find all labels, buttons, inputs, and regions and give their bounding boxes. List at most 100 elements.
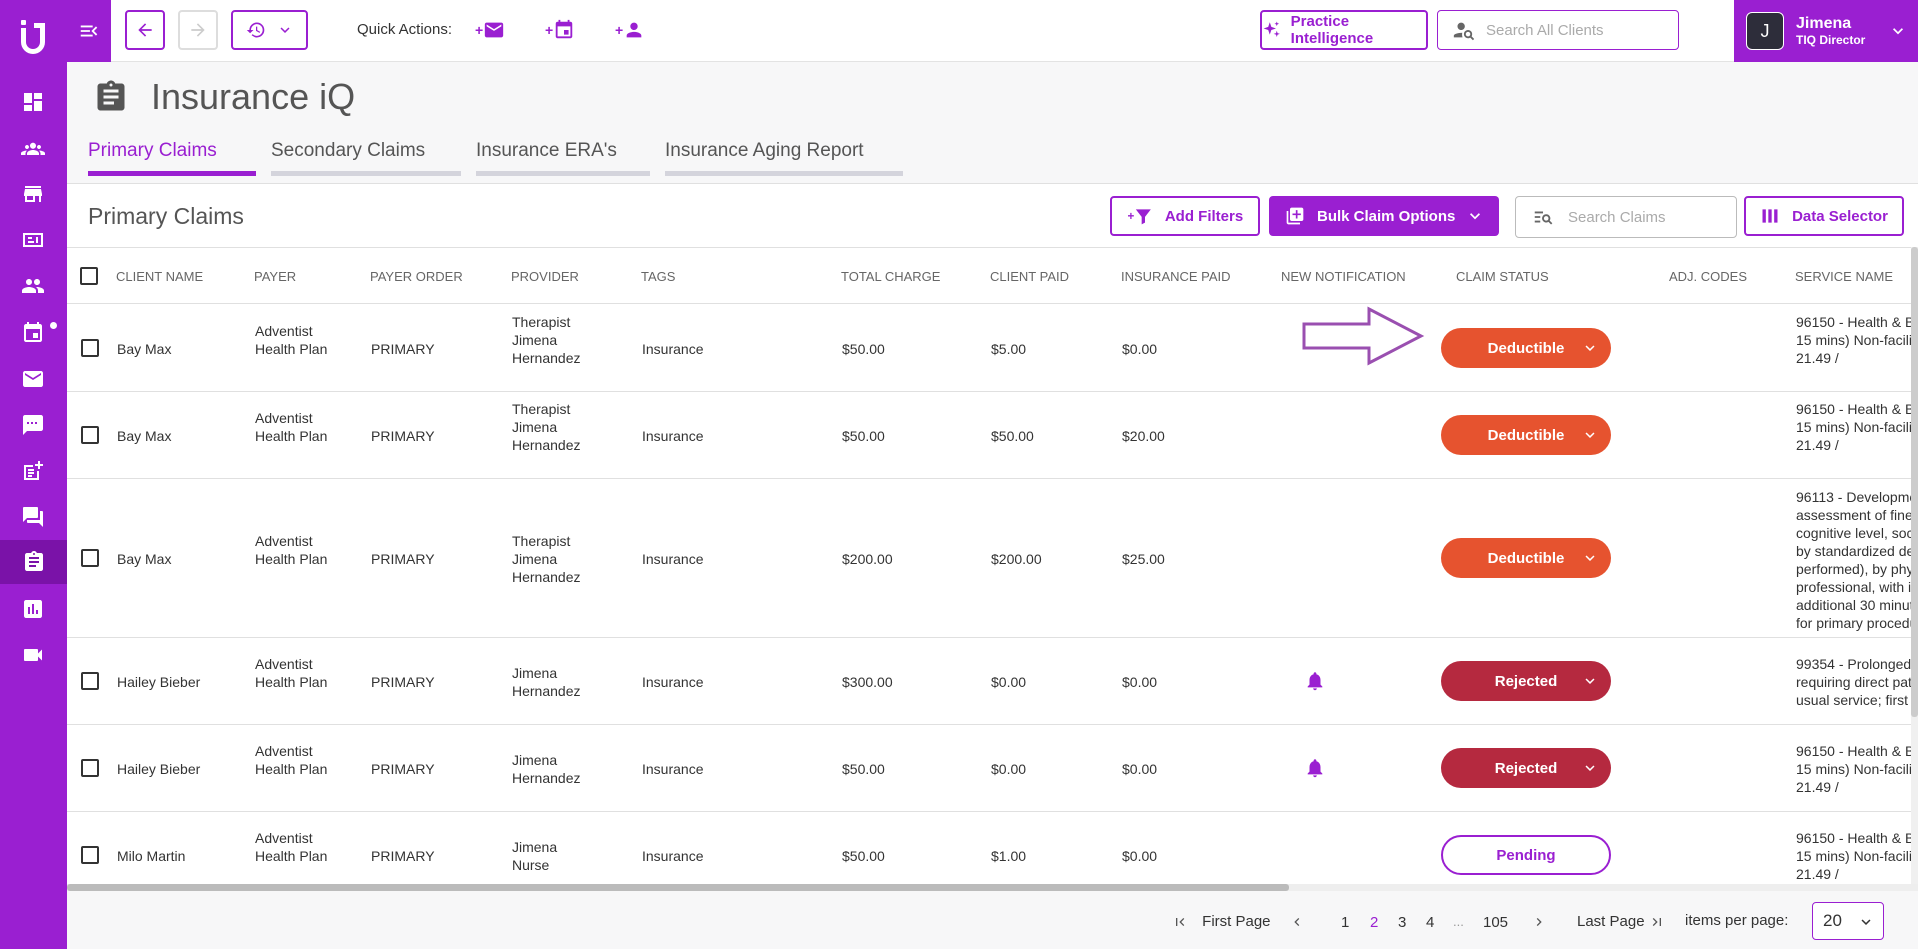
back-button[interactable] — [125, 10, 165, 50]
client-name[interactable]: Hailey Bieber — [117, 761, 201, 777]
column-header[interactable]: Provider — [511, 269, 579, 284]
video-icon[interactable] — [20, 642, 46, 668]
quick-add-client-button[interactable]: + — [615, 17, 645, 43]
column-header[interactable]: Client Paid — [990, 269, 1069, 284]
page-3[interactable]: 3 — [1398, 914, 1407, 931]
table-row[interactable]: Bay Max Adventist Health Plan PRIMARY Th… — [67, 392, 1918, 479]
vertical-scrollbar[interactable] — [1911, 247, 1918, 885]
column-header[interactable]: Service Name — [1795, 269, 1894, 284]
quick-add-appointment-button[interactable]: + — [545, 17, 575, 43]
column-header[interactable]: Client Name — [116, 269, 204, 284]
add-filters-button[interactable]: + Add Filters — [1110, 196, 1260, 236]
row-checkbox[interactable] — [81, 339, 99, 357]
quick-add-message-button[interactable]: + — [475, 17, 505, 43]
user-menu[interactable]: J Jimena TIQ Director — [1734, 0, 1918, 62]
client-name[interactable]: Bay Max — [117, 428, 172, 444]
chat-icon[interactable] — [20, 412, 46, 438]
claim-status-dropdown[interactable]: Rejected — [1441, 748, 1611, 788]
tab-insurance-aging-report[interactable]: Insurance Aging Report — [665, 140, 903, 176]
client-name[interactable]: Milo Martin — [117, 848, 186, 864]
search-claims[interactable] — [1515, 196, 1737, 238]
claim-status-dropdown[interactable]: Pending — [1441, 835, 1611, 875]
vertical-scrollbar-thumb[interactable] — [1911, 247, 1918, 717]
column-header[interactable]: Payer — [254, 269, 297, 284]
bell-icon[interactable] — [1304, 757, 1326, 779]
previous-page-button[interactable] — [1289, 913, 1305, 930]
page-1[interactable]: 1 — [1341, 914, 1350, 931]
payer: Adventist Health Plan — [255, 743, 328, 777]
forum-icon[interactable] — [20, 504, 46, 530]
annotation-arrow — [1302, 306, 1425, 366]
store-icon[interactable] — [20, 181, 46, 207]
billing-icon[interactable] — [20, 227, 46, 253]
select-all-checkbox[interactable] — [80, 267, 98, 285]
bulk-claim-options-button[interactable]: Bulk Claim Options — [1269, 196, 1499, 236]
row-checkbox[interactable] — [81, 759, 99, 777]
bulk-claim-options-label: Bulk Claim Options — [1317, 207, 1456, 225]
clients-icon[interactable] — [20, 273, 46, 299]
insurance-paid: $0.00 — [1122, 848, 1158, 864]
search-all-clients-input[interactable] — [1486, 21, 1666, 39]
column-header[interactable]: Payer Order — [370, 269, 463, 284]
provider: Jimena Hernandez — [512, 665, 581, 699]
data-selector-button[interactable]: Data Selector — [1744, 196, 1904, 236]
claim-status-dropdown[interactable]: Rejected — [1441, 661, 1611, 701]
client-name[interactable]: Bay Max — [117, 551, 172, 567]
insurance-clipboard-icon[interactable] — [0, 540, 67, 584]
calendar-icon[interactable] — [20, 320, 46, 346]
menu-toggle-button[interactable] — [67, 0, 111, 62]
page-105[interactable]: 105 — [1483, 914, 1509, 931]
row-checkbox[interactable] — [81, 426, 99, 444]
total-charge: $50.00 — [842, 761, 885, 777]
service-name: 96113 - Developme assessment of fine cog… — [1796, 489, 1918, 631]
client-name[interactable]: Hailey Bieber — [117, 674, 201, 690]
app-logo[interactable] — [18, 20, 48, 54]
report-icon[interactable] — [20, 596, 46, 622]
forward-button[interactable] — [178, 10, 218, 50]
column-header[interactable]: Tags — [641, 269, 676, 284]
claim-status-dropdown[interactable]: Deductible — [1441, 538, 1611, 578]
table-row[interactable]: Bay Max Adventist Health Plan PRIMARY Th… — [67, 305, 1918, 392]
bell-icon[interactable] — [1304, 670, 1326, 692]
search-all-clients[interactable] — [1437, 10, 1679, 50]
horizontal-scrollbar[interactable] — [67, 884, 1918, 891]
history-button[interactable] — [231, 10, 308, 50]
next-page-button[interactable] — [1531, 913, 1547, 930]
search-claims-input[interactable] — [1568, 208, 1718, 226]
tab-insurance-eras[interactable]: Insurance ERA's — [476, 140, 650, 176]
claim-status-dropdown[interactable]: Deductible — [1441, 328, 1611, 368]
tab-primary-claims[interactable]: Primary Claims — [88, 140, 256, 176]
mail-icon[interactable] — [20, 366, 46, 392]
first-page-button[interactable]: First Page — [1172, 913, 1271, 930]
notes-add-icon[interactable] — [20, 458, 46, 484]
arrow-right-icon — [191, 23, 205, 37]
column-header[interactable]: Insurance Paid — [1121, 269, 1231, 284]
history-icon — [246, 22, 264, 38]
column-header[interactable]: New Notification — [1281, 269, 1406, 284]
horizontal-scrollbar-thumb[interactable] — [67, 884, 1289, 891]
groups-icon[interactable] — [20, 135, 46, 161]
column-header[interactable]: Claim Status — [1456, 269, 1549, 284]
row-checkbox[interactable] — [81, 549, 99, 567]
tab-secondary-claims[interactable]: Secondary Claims — [271, 140, 461, 176]
page-4[interactable]: 4 — [1426, 914, 1435, 931]
client-name[interactable]: Bay Max — [117, 341, 172, 357]
insurance-paid: $0.00 — [1122, 674, 1158, 690]
column-header[interactable]: Adj. Codes — [1669, 269, 1748, 284]
practice-intelligence-button[interactable]: Practice Intelligence — [1260, 10, 1428, 50]
client-paid: $50.00 — [991, 428, 1034, 444]
claim-status-dropdown[interactable]: Deductible — [1441, 415, 1611, 455]
page-2[interactable]: 2 — [1370, 914, 1379, 931]
row-checkbox[interactable] — [81, 672, 99, 690]
column-header[interactable]: Total Charge — [841, 269, 941, 284]
clipboard-icon — [93, 79, 129, 115]
row-checkbox[interactable] — [81, 846, 99, 864]
dashboard-icon[interactable] — [20, 89, 46, 115]
chevron-down-icon — [1861, 919, 1871, 925]
table-row[interactable]: Hailey Bieber Adventist Health Plan PRIM… — [67, 638, 1918, 725]
table-row[interactable]: Hailey Bieber Adventist Health Plan PRIM… — [67, 725, 1918, 812]
table-row[interactable]: Bay Max Adventist Health Plan PRIMARY Th… — [67, 479, 1918, 638]
last-page-button[interactable]: Last Page — [1577, 913, 1665, 930]
table-row[interactable]: Milo Martin Adventist Health Plan PRIMAR… — [67, 812, 1918, 885]
items-per-page-select[interactable]: 20 — [1812, 902, 1884, 940]
